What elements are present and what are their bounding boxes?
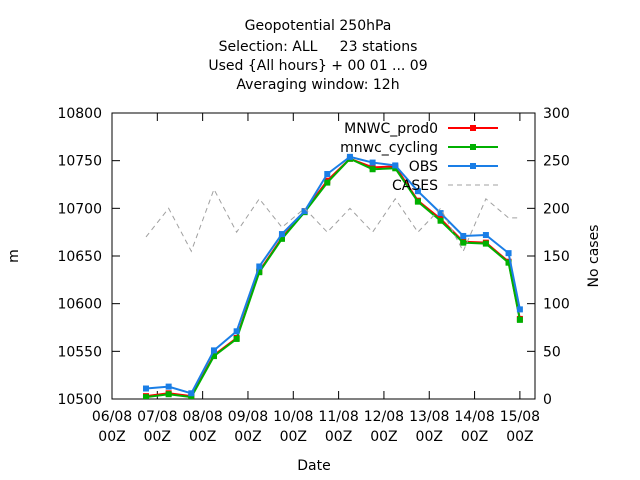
y2-tick-label: 250 (543, 154, 570, 170)
x-tick-label: 06/08 00Z (92, 409, 132, 445)
chart-subtitle: Used {All hours} + 00 01 ... 09 (208, 58, 427, 74)
x-tick-label: 09/08 00Z (228, 409, 268, 445)
point (437, 217, 444, 224)
x-tick-label: 07/08 00Z (137, 409, 177, 445)
chart-title: Geopotential 250hPa (245, 18, 392, 34)
point (460, 232, 467, 239)
y-tick-label: 10650 (57, 249, 102, 265)
point (369, 166, 376, 173)
y-tick-label: 10550 (57, 344, 102, 360)
point (505, 259, 512, 266)
point (233, 328, 240, 335)
y-axis-label: m (6, 249, 22, 263)
x-tick-label: 11/08 00Z (318, 409, 358, 445)
y-tick-label: 10750 (57, 154, 102, 170)
point (460, 239, 467, 246)
x-tick-label: 13/08 00Z (409, 409, 449, 445)
point (516, 316, 523, 323)
y-tick-label: 10700 (57, 201, 102, 217)
point (516, 306, 523, 313)
chart-subtitle: Selection: ALL 23 stations (219, 39, 418, 55)
legend-label: OBS (409, 159, 438, 175)
point (346, 153, 353, 160)
y-tick-label: 10600 (57, 297, 102, 313)
point (392, 162, 399, 169)
series (142, 153, 523, 397)
point (256, 269, 263, 276)
point (256, 263, 263, 270)
point (437, 210, 444, 217)
point (369, 159, 376, 166)
chart-subtitle: Averaging window: 12h (236, 77, 399, 93)
x-tick-label: 08/08 00Z (182, 409, 222, 445)
series (145, 188, 520, 253)
point (505, 250, 512, 257)
point (324, 171, 331, 178)
point (301, 208, 308, 215)
point (165, 383, 172, 390)
point (188, 390, 195, 397)
legend-marker (470, 163, 476, 169)
x-tick-label: 14/08 00Z (454, 409, 494, 445)
point (324, 179, 331, 186)
point (414, 198, 421, 205)
y2-tick-label: 100 (543, 297, 570, 313)
legend-marker (470, 125, 476, 131)
y-tick-label: 10500 (57, 392, 102, 408)
point (210, 347, 217, 354)
plot-border (111, 112, 536, 400)
y2-axis-label: No cases (586, 225, 602, 288)
series-line (145, 157, 521, 399)
point (188, 394, 195, 399)
y2-tick-label: 50 (543, 344, 561, 360)
y2-tick-label: 0 (543, 392, 552, 408)
series-line (145, 155, 521, 395)
y2-tick-label: 300 (543, 106, 570, 122)
x-tick-label: 12/08 00Z (364, 409, 404, 445)
point (142, 385, 149, 392)
point (482, 232, 489, 239)
point (233, 335, 240, 342)
legend-marker (470, 144, 476, 150)
point (414, 188, 421, 195)
point (278, 231, 285, 238)
series-line (145, 188, 520, 253)
y2-tick-label: 150 (543, 249, 570, 265)
y2-tick-label: 200 (543, 201, 570, 217)
y-tick-label: 10800 (57, 106, 102, 122)
point (210, 353, 217, 360)
point (482, 240, 489, 247)
x-axis-label: Date (297, 458, 330, 474)
legend-label: MNWC_prod0 (344, 121, 438, 137)
legend-label: CASES (392, 178, 438, 194)
x-tick-label: 10/08 00Z (273, 409, 313, 445)
point (165, 391, 172, 398)
legend-label: mnwc_cycling (340, 140, 438, 156)
x-tick-label: 15/08 00Z (500, 409, 540, 445)
point (278, 235, 285, 242)
point (142, 394, 149, 399)
